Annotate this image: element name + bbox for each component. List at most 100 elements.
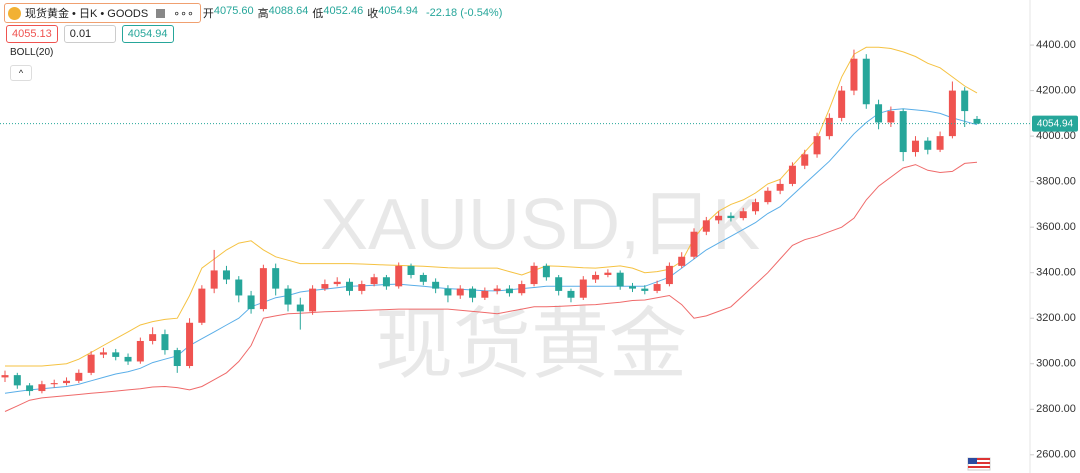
- candle-body: [432, 281, 440, 289]
- candle-body: [715, 215, 723, 221]
- candle-body: [788, 165, 796, 184]
- candle-body: [838, 90, 846, 118]
- candle-body: [444, 288, 452, 296]
- candle-body: [247, 295, 255, 310]
- collapse-button[interactable]: ^: [10, 65, 32, 81]
- candle-body: [973, 118, 981, 124]
- candle-body: [296, 304, 304, 312]
- ohlc-value: 4075.60: [213, 5, 254, 17]
- candle-body: [948, 90, 956, 137]
- last-price-tag: [1032, 115, 1078, 132]
- candle-body: [358, 284, 366, 291]
- ohlc-label: 高: [257, 8, 269, 20]
- change: -22.18 (-0.54%): [425, 7, 503, 19]
- candle-body: [346, 281, 354, 291]
- header-row: 现货黄金 • 日K • GOODS ∘∘∘ 开 4075.60 高 4088.64 低 4…: [4, 3, 502, 23]
- candle-body: [38, 384, 46, 392]
- candle-body: [395, 265, 403, 287]
- y-tick-label: 3600.00: [1036, 221, 1076, 233]
- ohlc-value: 4052.46: [323, 5, 364, 17]
- candle-body: [850, 58, 858, 91]
- y-tick-label: 4000.00: [1036, 130, 1076, 142]
- candle-body: [321, 284, 329, 289]
- candle-body: [813, 136, 821, 155]
- candle-body: [112, 352, 120, 357]
- candle-body: [222, 270, 230, 280]
- candle-body: [1, 375, 9, 378]
- more-button[interactable]: ∘∘∘: [173, 7, 194, 20]
- candle-body: [616, 272, 624, 287]
- band-line: [4, 161, 978, 412]
- candle-body: [309, 288, 317, 312]
- y-tick-label: 2600.00: [1036, 449, 1076, 461]
- y-tick-label: 3400.00: [1036, 267, 1076, 279]
- candle-body: [592, 274, 600, 280]
- price-row: 4055.13 0.01 4054.94: [6, 25, 174, 43]
- buy-price[interactable]: 4054.94: [121, 25, 174, 43]
- candle-body: [911, 140, 919, 153]
- candle-body: [801, 154, 809, 166]
- candle-body: [382, 277, 390, 287]
- candle-body: [259, 268, 267, 310]
- candle-body: [493, 288, 501, 291]
- y-tick-label: 3800.00: [1036, 176, 1076, 188]
- candle-body: [764, 190, 772, 203]
- candle-body: [628, 286, 636, 289]
- candle-body: [149, 334, 157, 341]
- band-line: [5, 46, 978, 367]
- symbol-box[interactable]: 现货黄金 • 日K • GOODS ∘∘∘: [4, 3, 201, 23]
- candle-body: [862, 58, 870, 105]
- candle-body: [567, 290, 575, 298]
- chart-icon[interactable]: [156, 8, 166, 18]
- ohlc-label: 低: [312, 8, 324, 20]
- candle-body: [961, 90, 969, 112]
- candle-body: [776, 183, 784, 191]
- last-price-label: 4054.94: [1037, 118, 1074, 129]
- candle-body: [653, 284, 661, 291]
- y-tick-label: 4400.00: [1036, 39, 1076, 51]
- candle-body: [641, 288, 649, 291]
- candle-body: [186, 322, 194, 367]
- candle-body: [419, 274, 427, 282]
- symbol: 现货黄金 • 日K • GOODS: [25, 8, 149, 20]
- quantity[interactable]: 0.01: [63, 25, 116, 43]
- sell-price[interactable]: 4055.13: [6, 25, 58, 43]
- candle-body: [235, 279, 243, 296]
- candle-body: [542, 265, 550, 278]
- candle-body: [727, 215, 735, 219]
- candle-body: [173, 350, 181, 367]
- candle-body: [198, 288, 206, 323]
- candle-body: [924, 140, 932, 150]
- candle-body: [407, 265, 415, 275]
- candle-body: [370, 277, 378, 285]
- y-tick-label: 4200.00: [1036, 85, 1076, 97]
- candle-body: [481, 290, 489, 298]
- y-tick-label: 3000.00: [1036, 358, 1076, 370]
- candle-body: [505, 288, 513, 294]
- candle-body: [75, 372, 83, 381]
- candle-body: [899, 111, 907, 153]
- ohlc-label: 开: [202, 8, 214, 20]
- candle-body: [690, 231, 698, 257]
- candle-body: [752, 202, 760, 212]
- candle-body: [518, 284, 526, 294]
- candle-body: [26, 385, 34, 392]
- candle-body: [456, 288, 464, 296]
- candle-body: [825, 117, 833, 137]
- ohlc-value: 4054.94: [378, 5, 418, 17]
- candle-body: [469, 288, 477, 298]
- candle-body: [936, 136, 944, 150]
- candle-body: [530, 265, 538, 285]
- ohlc-value: 4088.64: [268, 5, 309, 17]
- candle-body: [739, 211, 747, 219]
- candle-body: [875, 104, 883, 123]
- candle-body: [665, 265, 673, 285]
- band-line: [4, 108, 978, 394]
- candle-body: [887, 111, 895, 123]
- ohlc-legend: 开 4075.60 高 4088.64 低 4052.46 收 4054.94: [203, 5, 422, 21]
- candle-body: [50, 383, 58, 385]
